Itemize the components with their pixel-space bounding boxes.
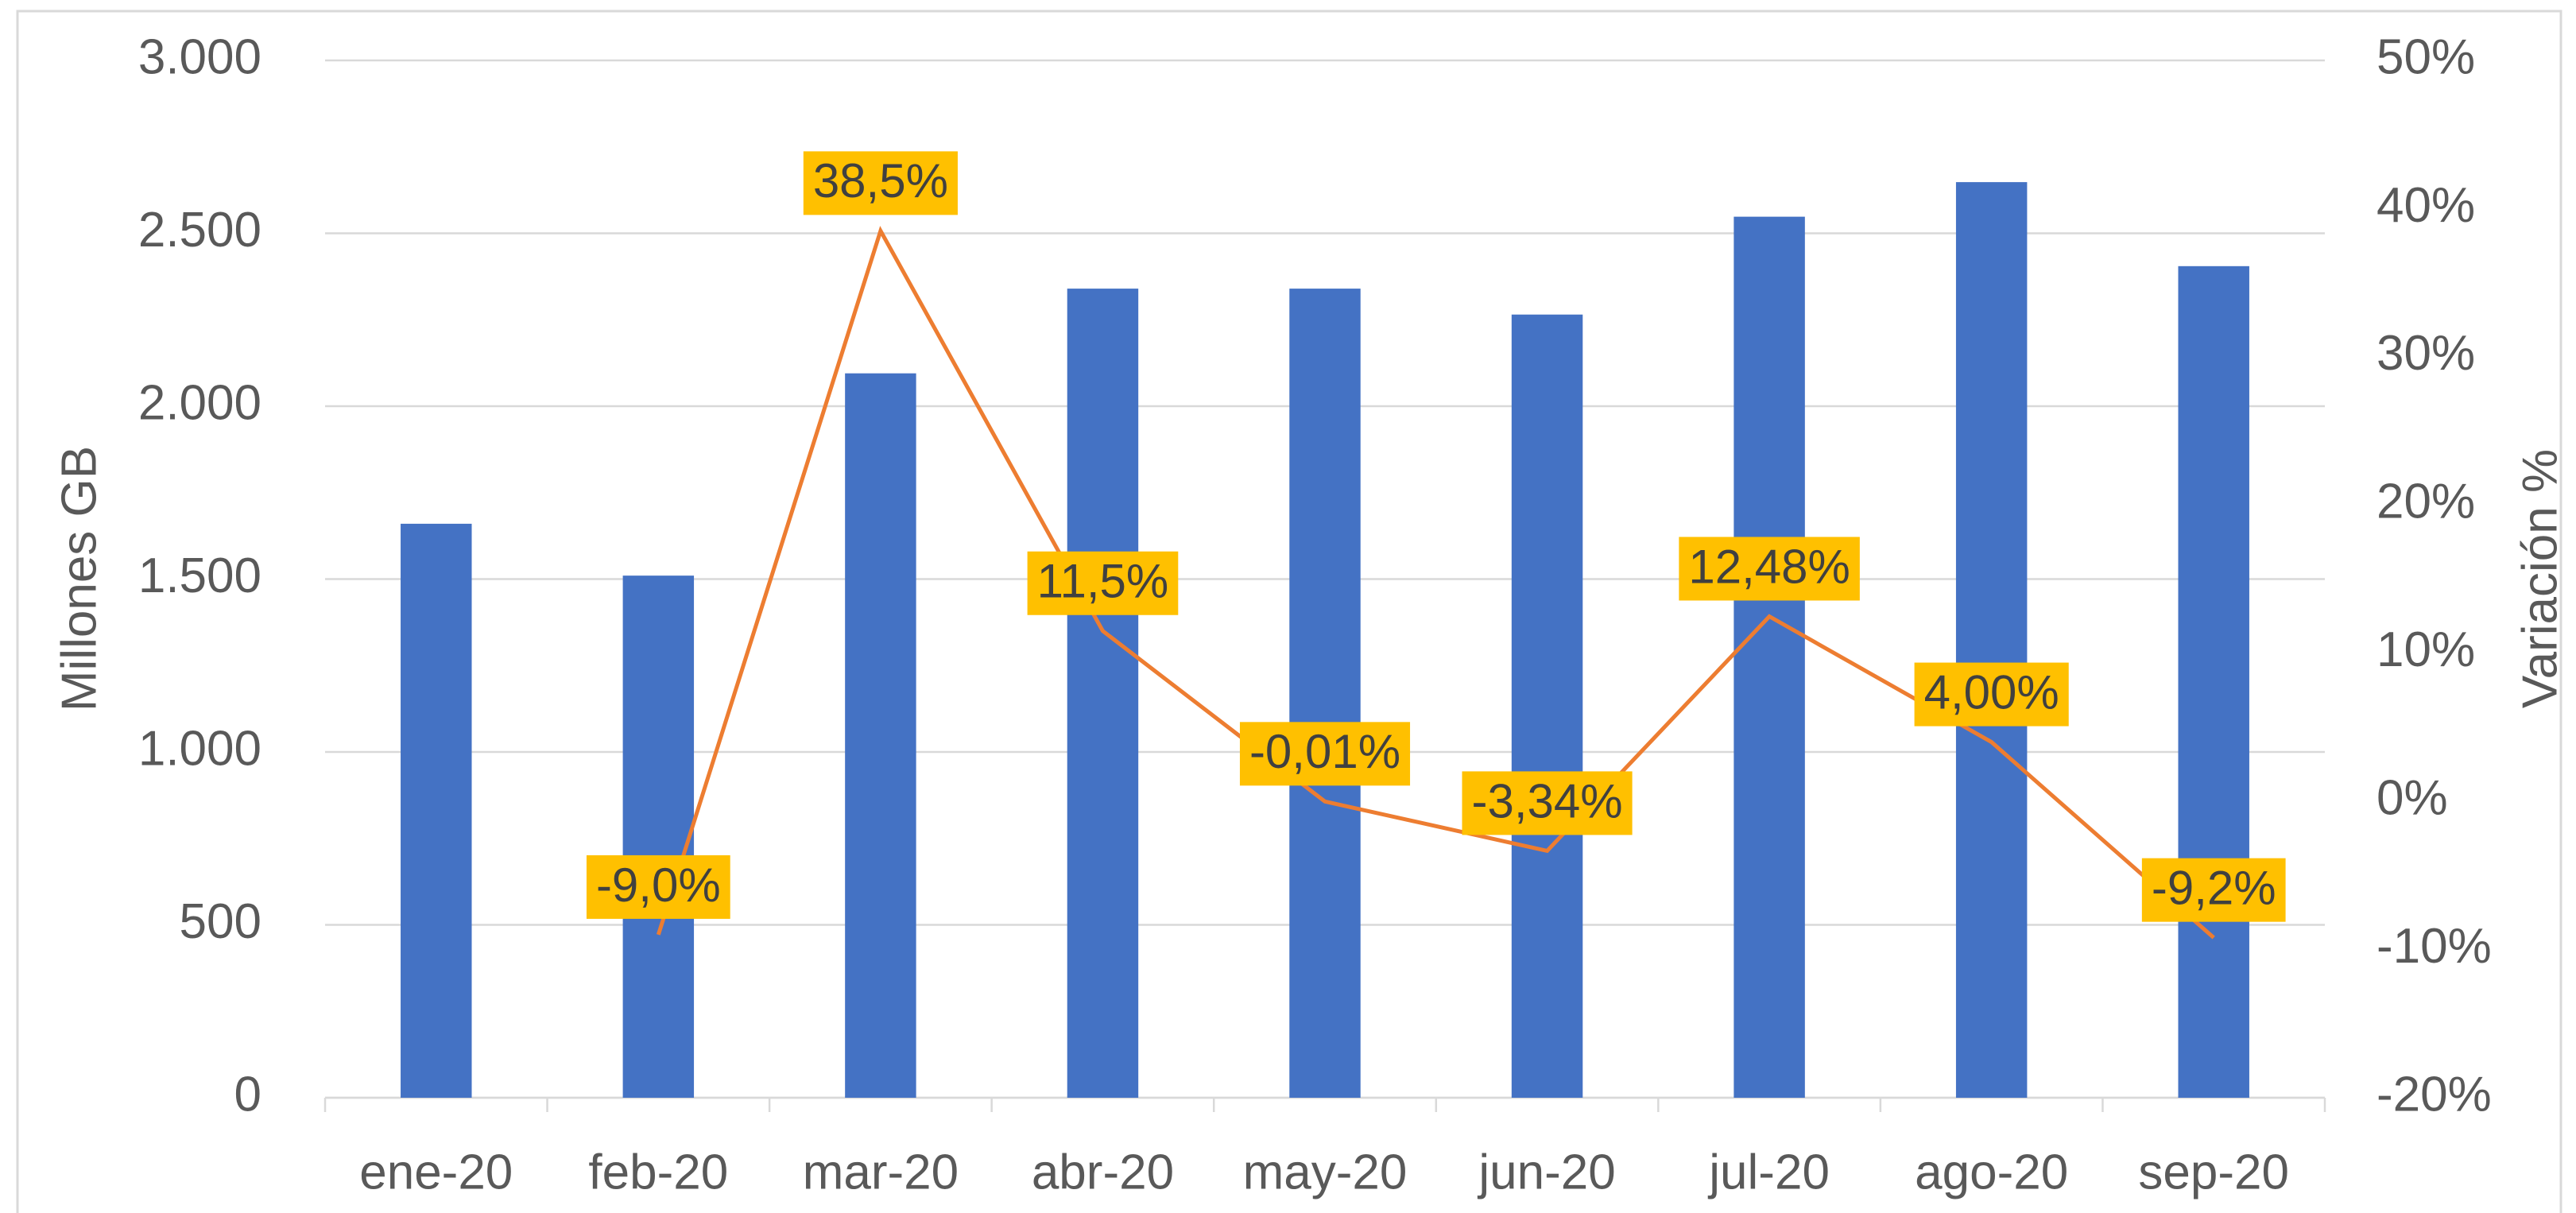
- y2-tick-label: 10%: [2377, 622, 2475, 677]
- y-tick-label: 0: [234, 1067, 261, 1122]
- bar: [622, 575, 695, 1098]
- data-label: 12,48%: [1688, 540, 1850, 593]
- bar: [2178, 265, 2249, 1099]
- x-tick-label: jul-20: [1707, 1145, 1830, 1199]
- y-tick-label: 2.000: [138, 375, 261, 430]
- data-label-box: [1679, 537, 1860, 601]
- x-tick-label: ene-20: [359, 1145, 513, 1199]
- data-label-box: [586, 855, 730, 919]
- y-axis-title: Millones GB: [52, 446, 107, 711]
- data-label: -3,34%: [1472, 774, 1623, 827]
- data-label-box: [2141, 858, 2286, 922]
- x-tick-label: may-20: [1243, 1145, 1408, 1199]
- x-tick-label: abr-20: [1032, 1145, 1174, 1199]
- y2-tick-label: 0%: [2377, 771, 2448, 826]
- y2-tick-label: 30%: [2377, 326, 2475, 381]
- y2-tick-label: 50%: [2377, 29, 2475, 84]
- data-label-box: [1027, 551, 1179, 615]
- y2-tick-label: -20%: [2377, 1067, 2492, 1122]
- data-label-box: [1239, 722, 1411, 786]
- x-tick-label: jun-20: [1477, 1145, 1615, 1199]
- data-label-box: [1462, 771, 1633, 835]
- bar: [401, 523, 472, 1098]
- data-label-box: [803, 151, 958, 215]
- data-label: -9,0%: [596, 858, 721, 912]
- data-label-box: [1914, 662, 2069, 727]
- data-label: 38,5%: [813, 154, 948, 207]
- bar: [1511, 314, 1583, 1099]
- bar: [1067, 289, 1139, 1099]
- bar: [1955, 182, 2028, 1098]
- bar: [1733, 216, 1805, 1098]
- data-label: 4,00%: [1924, 665, 2059, 719]
- bar: [1289, 289, 1361, 1099]
- x-tick-label: sep-20: [2138, 1145, 2289, 1199]
- y-tick-label: 1.000: [138, 721, 261, 776]
- y2-tick-label: -10%: [2377, 919, 2492, 974]
- y2-tick-label: 40%: [2377, 178, 2475, 233]
- chart-border: [16, 10, 2562, 1213]
- y-tick-label: 1.500: [138, 548, 261, 603]
- y-tick-label: 500: [180, 894, 261, 949]
- x-tick-label: ago-20: [1915, 1145, 2068, 1199]
- data-label: -0,01%: [1249, 725, 1400, 778]
- y2-tick-label: 20%: [2377, 475, 2475, 529]
- y-tick-label: 2.500: [138, 203, 261, 258]
- data-label: 11,5%: [1037, 555, 1169, 608]
- y2-axis-title: Variación %: [2512, 449, 2567, 708]
- y-tick-label: 3.000: [138, 29, 261, 84]
- bar: [845, 373, 916, 1098]
- x-tick-label: feb-20: [588, 1145, 728, 1199]
- x-tick-label: mar-20: [803, 1145, 959, 1199]
- data-label: -9,2%: [2152, 862, 2276, 915]
